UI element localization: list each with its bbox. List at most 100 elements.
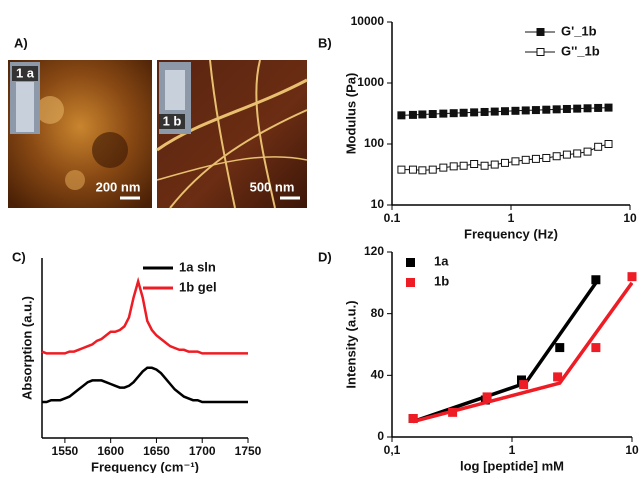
- marker: [553, 106, 560, 113]
- marker: [429, 111, 436, 118]
- y-tick-label: 120: [364, 244, 384, 258]
- marker: [429, 166, 436, 173]
- marker: [584, 148, 591, 155]
- y-tick-label: 10: [371, 197, 385, 211]
- marker: [491, 161, 498, 168]
- marker: [519, 380, 528, 389]
- marker: [440, 164, 447, 171]
- y-tick-label: 40: [371, 368, 385, 382]
- legend-marker: [537, 29, 544, 36]
- x-tick-label: 10: [625, 443, 639, 457]
- y-axis-label: Modulus (Pa): [343, 73, 358, 155]
- marker: [491, 108, 498, 115]
- x-tick-label: 1700: [189, 444, 216, 458]
- afm-feature: [92, 132, 128, 168]
- x-tick-label: 1650: [143, 444, 170, 458]
- marker: [481, 162, 488, 169]
- marker: [512, 158, 519, 165]
- marker: [532, 155, 539, 162]
- marker: [501, 159, 508, 166]
- marker: [574, 150, 581, 157]
- marker: [460, 109, 467, 116]
- marker: [605, 104, 612, 111]
- image-tag: 1 a: [16, 65, 35, 80]
- x-axis-label: Frequency (Hz): [464, 226, 558, 241]
- marker: [419, 111, 426, 118]
- scale-label: 200 nm: [96, 179, 141, 194]
- fit-line: [413, 283, 632, 422]
- marker: [522, 107, 529, 114]
- x-tick-label: 0.1: [384, 211, 401, 225]
- marker: [450, 163, 457, 170]
- vial: [165, 70, 185, 110]
- x-axis-label: Frequency (cm⁻¹): [91, 459, 199, 473]
- x-axis-label: log [peptide] mM: [460, 458, 564, 473]
- series-line: [42, 281, 248, 353]
- legend-label: G'_1b: [561, 23, 597, 38]
- marker: [591, 275, 600, 284]
- marker: [522, 156, 529, 163]
- legend-label: 1a sln: [179, 259, 216, 274]
- panel-label: A): [14, 35, 28, 50]
- marker: [543, 154, 550, 161]
- y-tick-label: 80: [371, 306, 385, 320]
- marker: [605, 141, 612, 148]
- marker: [409, 414, 418, 423]
- y-axis-label: Intensity (a.u.): [343, 300, 358, 388]
- series-line: [42, 368, 248, 402]
- x-tick-label: 1: [509, 443, 516, 457]
- marker: [574, 105, 581, 112]
- marker: [460, 162, 467, 169]
- marker: [398, 166, 405, 173]
- marker: [409, 111, 416, 118]
- panel-label: B): [318, 35, 332, 50]
- legend-label: G''_1b: [561, 43, 600, 58]
- marker: [501, 108, 508, 115]
- scale-label: 500 nm: [250, 179, 295, 194]
- marker: [563, 151, 570, 158]
- marker: [440, 110, 447, 117]
- marker: [591, 343, 600, 352]
- marker: [628, 272, 637, 281]
- marker: [595, 143, 602, 150]
- y-axis-label: Absorption (a.u.): [19, 296, 34, 400]
- y-tick-label: 10000: [351, 14, 385, 28]
- marker: [419, 167, 426, 174]
- marker: [553, 153, 560, 160]
- y-tick-label: 0: [377, 429, 384, 443]
- marker: [512, 107, 519, 114]
- fit-line: [413, 283, 596, 422]
- marker: [532, 107, 539, 114]
- marker: [563, 105, 570, 112]
- legend-swatch: [406, 258, 415, 267]
- panel-label: C): [12, 249, 26, 264]
- x-tick-label: 1550: [52, 444, 79, 458]
- marker: [543, 106, 550, 113]
- marker: [471, 161, 478, 168]
- figure: A) 1 a 200 nm 1 b 500 nm B)0.11101010010…: [0, 0, 643, 473]
- marker: [398, 112, 405, 119]
- marker: [584, 105, 591, 112]
- afm-feature: [65, 170, 85, 190]
- marker: [483, 392, 492, 401]
- afm-feature: [36, 96, 64, 124]
- marker: [471, 109, 478, 116]
- legend-swatch: [406, 278, 415, 287]
- vial: [16, 82, 34, 132]
- legend-label: 1a: [434, 253, 449, 268]
- marker: [450, 110, 457, 117]
- legend-marker: [537, 49, 544, 56]
- panel-label: D): [318, 249, 332, 264]
- marker: [481, 108, 488, 115]
- x-tick-label: 1750: [235, 444, 262, 458]
- legend-label: 1b: [434, 273, 449, 288]
- marker: [553, 372, 562, 381]
- legend-label: 1b gel: [179, 279, 217, 294]
- x-tick-label: 10: [623, 211, 637, 225]
- x-tick-label: 0,1: [384, 443, 401, 457]
- y-tick-label: 100: [364, 136, 384, 150]
- marker: [448, 408, 457, 417]
- marker: [409, 166, 416, 173]
- x-tick-label: 1: [508, 211, 515, 225]
- marker: [555, 343, 564, 352]
